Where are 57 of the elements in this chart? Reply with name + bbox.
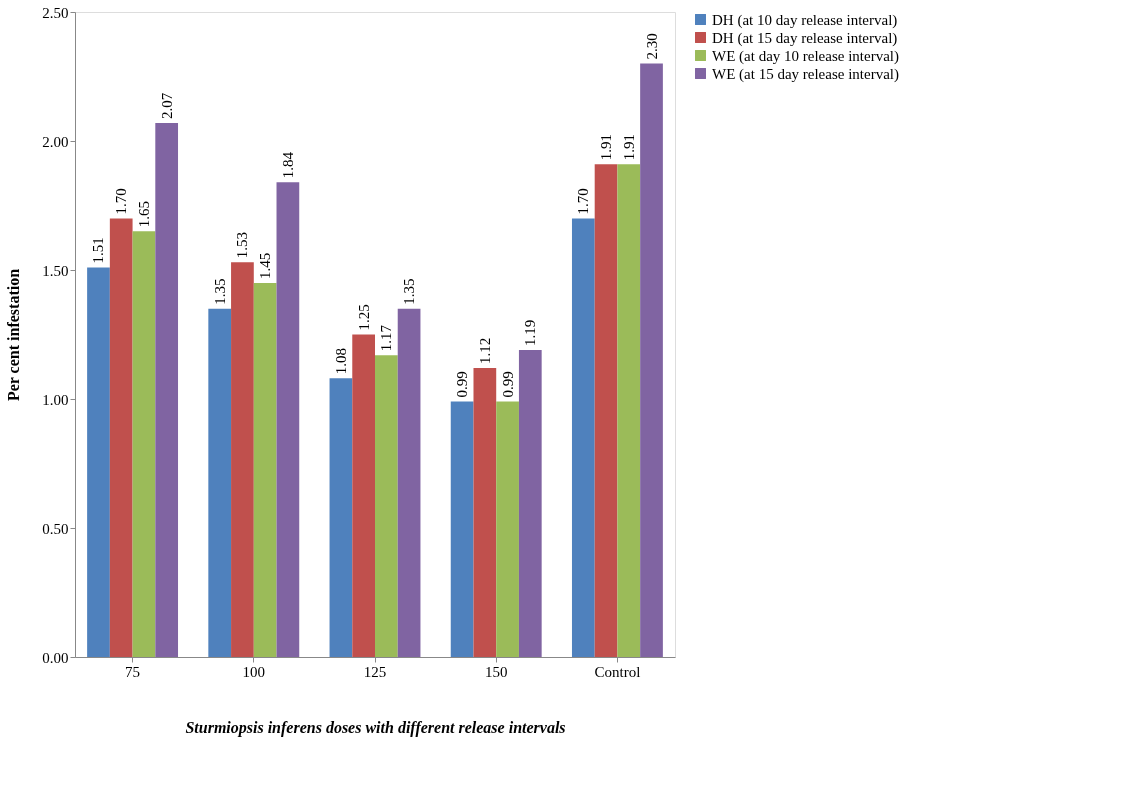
data-label: 1.53 bbox=[234, 232, 251, 259]
bar bbox=[352, 334, 375, 657]
y-tick-label: 0.50 bbox=[42, 520, 69, 537]
data-label: 1.70 bbox=[113, 188, 130, 215]
x-tick-label: 75 bbox=[125, 663, 141, 680]
data-label: 0.99 bbox=[454, 371, 471, 398]
bar bbox=[473, 368, 497, 657]
bar bbox=[132, 231, 156, 657]
bar bbox=[571, 218, 595, 657]
bar bbox=[397, 308, 421, 657]
y-tick-label: 2.50 bbox=[42, 4, 69, 21]
bar bbox=[109, 218, 133, 657]
data-label: 1.51 bbox=[90, 237, 107, 264]
y-tick-label: 1.50 bbox=[42, 262, 69, 279]
y-axis-title: Per cent infestation bbox=[5, 268, 23, 402]
data-label: 2.07 bbox=[158, 92, 175, 119]
bar bbox=[640, 63, 663, 657]
legend-label: WE (at day 10 release interval) bbox=[712, 47, 899, 65]
bar bbox=[496, 401, 519, 657]
bar bbox=[155, 122, 179, 657]
y-tick-label: 2.00 bbox=[42, 133, 69, 150]
y-tick-label: 1.00 bbox=[42, 391, 69, 408]
legend-label: DH (at 10 day release interval) bbox=[712, 11, 898, 29]
bar bbox=[594, 164, 618, 657]
legend-label: WE (at 15 day release interval) bbox=[712, 65, 899, 83]
data-label: 0.99 bbox=[499, 371, 516, 398]
data-label: 1.70 bbox=[575, 188, 592, 215]
data-label: 1.17 bbox=[378, 324, 395, 352]
data-label: 1.12 bbox=[476, 337, 493, 365]
bar bbox=[253, 282, 277, 657]
data-label: 1.08 bbox=[332, 348, 349, 375]
x-tick-label: Control bbox=[594, 663, 641, 680]
bar bbox=[329, 378, 353, 657]
bar bbox=[87, 267, 110, 657]
data-label: 1.35 bbox=[211, 278, 228, 305]
data-label: 1.65 bbox=[135, 201, 152, 228]
x-axis-title: Sturmiopsis inferens doses with different release intervals bbox=[185, 718, 566, 737]
bar bbox=[208, 308, 232, 657]
data-label: 1.45 bbox=[257, 252, 274, 279]
data-label: 1.35 bbox=[401, 278, 418, 305]
data-label: 2.30 bbox=[643, 33, 660, 60]
bar bbox=[231, 262, 254, 657]
x-tick-label: 125 bbox=[363, 663, 387, 680]
data-label: 1.91 bbox=[598, 133, 615, 161]
bar bbox=[518, 349, 542, 657]
data-label: 1.84 bbox=[279, 151, 296, 179]
bar bbox=[375, 355, 398, 657]
x-tick-label: 150 bbox=[484, 663, 508, 680]
bar bbox=[617, 164, 641, 657]
data-label: 1.19 bbox=[522, 319, 539, 346]
x-tick-label: 100 bbox=[242, 663, 266, 680]
bar bbox=[276, 182, 300, 657]
data-label: 1.91 bbox=[620, 133, 637, 161]
data-label: 1.25 bbox=[355, 304, 372, 331]
bar bbox=[450, 401, 474, 657]
y-tick-label: 0.00 bbox=[42, 649, 69, 666]
legend-label: DH (at 15 day release interval) bbox=[712, 29, 898, 47]
